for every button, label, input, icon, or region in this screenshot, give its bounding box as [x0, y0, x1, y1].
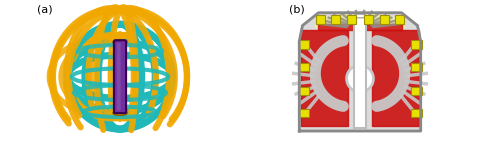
Bar: [298, 109, 309, 117]
Bar: [298, 63, 309, 71]
Polygon shape: [301, 30, 348, 126]
Bar: [331, 15, 340, 24]
Bar: [411, 63, 422, 71]
Text: (a): (a): [37, 4, 53, 14]
Ellipse shape: [113, 40, 127, 44]
Polygon shape: [318, 24, 402, 30]
Bar: [316, 15, 325, 24]
Bar: [364, 15, 373, 24]
Polygon shape: [315, 13, 405, 27]
Bar: [354, 16, 366, 128]
Ellipse shape: [113, 111, 127, 115]
FancyBboxPatch shape: [117, 43, 120, 111]
Polygon shape: [300, 13, 420, 131]
Ellipse shape: [354, 14, 366, 18]
Polygon shape: [372, 30, 419, 126]
Bar: [347, 15, 356, 24]
Text: (b): (b): [289, 4, 305, 14]
Bar: [411, 87, 422, 95]
Bar: [411, 40, 422, 49]
Bar: [395, 15, 404, 24]
FancyBboxPatch shape: [114, 40, 126, 113]
Bar: [298, 40, 309, 49]
Bar: [298, 87, 309, 95]
Bar: [411, 109, 422, 117]
Bar: [380, 15, 389, 24]
Ellipse shape: [347, 65, 373, 92]
